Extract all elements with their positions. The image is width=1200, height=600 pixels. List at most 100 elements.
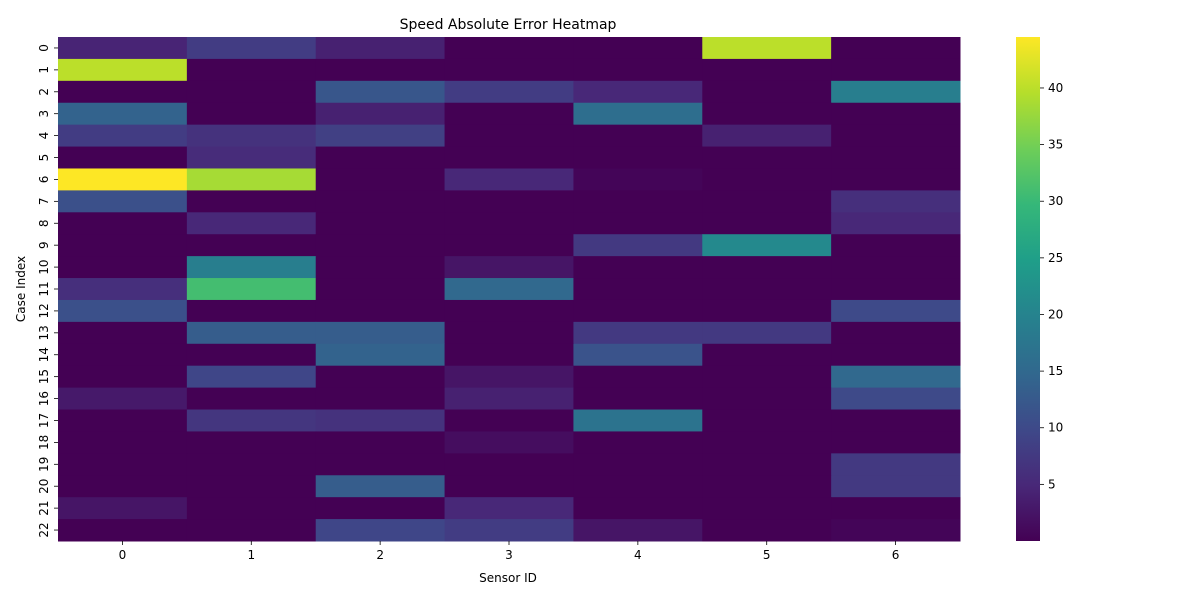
colorbar-tick-label: 15 <box>1048 364 1063 378</box>
heatmap-cell <box>573 519 703 542</box>
heatmap-cell <box>186 431 317 454</box>
y-tick-label: 8 <box>37 219 51 227</box>
y-tick-label: 6 <box>37 176 51 184</box>
colorbar-tick-label: 35 <box>1048 138 1063 152</box>
heatmap-cell <box>58 124 188 148</box>
heatmap-cell <box>315 278 446 301</box>
y-tick-label: 19 <box>37 457 51 472</box>
heatmap-cell <box>186 234 317 257</box>
heatmap-cell <box>444 475 574 498</box>
colorbar-tick-label: 40 <box>1048 81 1063 95</box>
heatmap-cell <box>58 146 188 169</box>
heatmap-cell <box>573 409 703 432</box>
heatmap-cell <box>58 212 188 235</box>
heatmap-cell <box>702 190 832 213</box>
colorbar-tick-label: 30 <box>1048 194 1063 208</box>
heatmap-cell <box>702 409 832 432</box>
heatmap-cell <box>444 343 574 367</box>
heatmap-cell <box>702 168 832 191</box>
heatmap-cell <box>58 519 188 542</box>
heatmap-cell <box>315 146 446 169</box>
heatmap-cell <box>186 168 317 191</box>
heatmap-cell <box>702 299 832 323</box>
heatmap-cell <box>315 37 446 60</box>
heatmap-cell <box>573 102 703 126</box>
heatmap-cell <box>444 431 574 454</box>
heatmap-cell <box>444 299 574 323</box>
x-tick-label: 4 <box>634 548 642 562</box>
heatmap-cell <box>573 365 703 389</box>
heatmap-cell <box>831 58 961 82</box>
heatmap-cell <box>58 453 188 476</box>
heatmap-cell <box>444 387 574 411</box>
heatmap-cell <box>315 321 446 345</box>
x-axis: 0 1 2 3 4 5 6 <box>119 541 900 562</box>
heatmap-cell <box>831 453 961 476</box>
heatmap-cell <box>315 256 446 279</box>
x-tick-label: 2 <box>376 548 384 562</box>
heatmap-cell <box>702 365 832 389</box>
heatmap-cell <box>58 365 188 389</box>
heatmap-cell <box>831 409 961 432</box>
heatmap-cell <box>58 497 188 520</box>
y-tick-label: 18 <box>37 435 51 450</box>
heatmap-cell <box>831 234 961 257</box>
colorbar: 5 10 15 20 25 30 35 40 <box>1016 37 1063 541</box>
heatmap-cell <box>58 387 188 411</box>
heatmap-cell <box>315 212 446 235</box>
heatmap-cell <box>186 387 317 411</box>
heatmap-cell <box>702 124 832 148</box>
heatmap-cell <box>186 409 317 432</box>
heatmap-cell <box>444 168 574 191</box>
heatmap-cell <box>702 321 832 345</box>
heatmap-cell <box>444 146 574 169</box>
y-tick-label: 17 <box>37 413 51 428</box>
heatmap-cell <box>186 102 317 126</box>
heatmap-cell <box>573 37 703 60</box>
heatmap-cell <box>444 37 574 60</box>
heatmap-cell <box>831 519 961 542</box>
heatmap-cell <box>831 212 961 235</box>
heatmap-cell <box>702 58 832 82</box>
heatmap-cell <box>573 343 703 367</box>
heatmap-cell <box>315 409 446 432</box>
heatmap-cell <box>702 80 832 104</box>
heatmap-cell <box>573 146 703 169</box>
heatmap-cell <box>444 234 574 257</box>
colorbar-tick-label: 20 <box>1048 307 1063 321</box>
heatmap-cell <box>315 234 446 257</box>
heatmap-cell <box>315 387 446 411</box>
y-tick-label: 2 <box>37 88 51 96</box>
heatmap-cell <box>186 278 317 301</box>
heatmap-cell <box>58 80 188 104</box>
heatmap-cell <box>186 519 317 542</box>
heatmap-cell <box>315 102 446 126</box>
heatmap-cell <box>315 190 446 213</box>
heatmap-cell <box>315 299 446 323</box>
heatmap-cell <box>444 80 574 104</box>
heatmap-cell <box>444 321 574 345</box>
heatmap-cell <box>831 168 961 191</box>
heatmap-cell <box>58 256 188 279</box>
heatmap-cell <box>186 37 317 60</box>
colorbar-ticks: 5 10 15 20 25 30 35 40 <box>1040 81 1063 491</box>
x-tick-label: 0 <box>119 548 127 562</box>
y-tick-label: 5 <box>37 154 51 162</box>
heatmap-cell <box>186 365 317 389</box>
heatmap-cell <box>573 431 703 454</box>
heatmap-cell <box>315 124 446 148</box>
x-tick-label: 6 <box>892 548 900 562</box>
heatmap-cell <box>831 102 961 126</box>
heatmap-cell <box>573 190 703 213</box>
heatmap-cell <box>573 299 703 323</box>
heatmap-cell <box>58 102 188 126</box>
heatmap-cell <box>315 453 446 476</box>
y-tick-label: 16 <box>37 391 51 406</box>
heatmap-cell <box>58 234 188 257</box>
heatmap-cell <box>186 497 317 520</box>
heatmap-cells <box>58 37 961 542</box>
y-tick-label: 4 <box>37 132 51 140</box>
heatmap-cell <box>444 58 574 82</box>
